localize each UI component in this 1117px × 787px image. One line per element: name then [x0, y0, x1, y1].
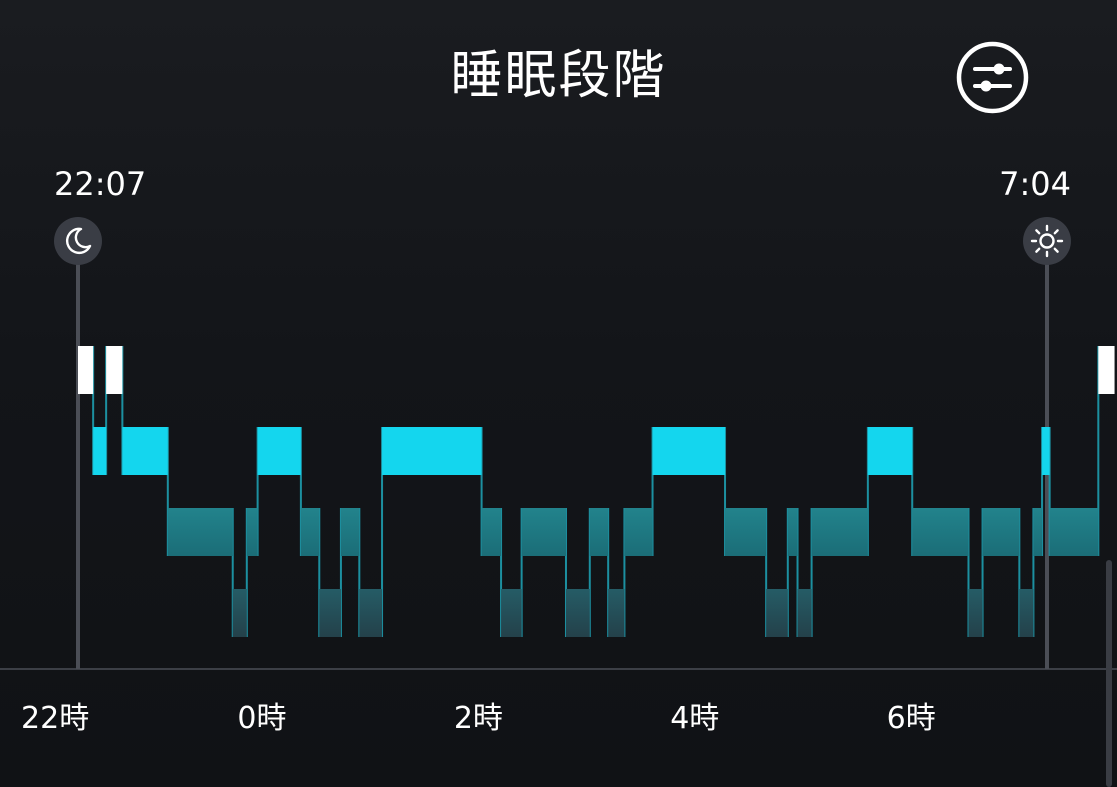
stage-transition [1048, 427, 1051, 556]
filter-button[interactable] [956, 41, 1029, 114]
stage-transition [1041, 427, 1044, 556]
stage-segment-light [481, 508, 502, 556]
stage-transition [92, 346, 95, 475]
stage-segment-light [167, 508, 233, 556]
stage-segment-deep [319, 589, 341, 637]
stage-transition [318, 508, 321, 637]
stage-segment-rem [382, 427, 482, 475]
stage-segment-deep [766, 589, 788, 637]
stage-transition [588, 508, 591, 637]
x-tick-label: 4時 [670, 701, 720, 736]
stage-segment-light [624, 508, 653, 556]
stage-segment-light [300, 508, 320, 556]
stage-segment-light [912, 508, 969, 556]
stage-segment-light [246, 508, 258, 556]
stage-transition [981, 508, 984, 637]
x-tick-label: 22時 [21, 701, 90, 736]
stage-transition [810, 508, 813, 637]
stage-transition [500, 508, 503, 637]
stage-segment-deep [501, 589, 522, 637]
stage-segment-rem [1042, 427, 1050, 475]
stage-transition [1018, 508, 1021, 637]
stage-segment-deep [608, 589, 625, 637]
stage-segment-deep [359, 589, 383, 637]
stage-transition [911, 427, 914, 556]
stage-segment-light [1033, 508, 1043, 556]
stage-transition [299, 427, 302, 556]
page-title: 睡眠段階 [450, 46, 667, 106]
stage-transition [1097, 346, 1100, 556]
stage-segment-awake [106, 346, 123, 394]
stage-segment-rem [122, 427, 168, 475]
stage-segment-light [725, 508, 767, 556]
stage-segment-rem [93, 427, 107, 475]
moon-icon [54, 217, 102, 265]
stage-transition [866, 427, 869, 556]
stage-transition [967, 508, 970, 637]
stage-segments [78, 346, 1115, 637]
x-tick-label: 6時 [886, 701, 936, 736]
stage-segment-deep [232, 589, 247, 637]
stage-transition [121, 346, 124, 475]
vertical-scrollbar[interactable] [1106, 560, 1112, 787]
stage-segment-deep [797, 589, 812, 637]
stage-transition [358, 508, 361, 637]
stage-segment-rem [652, 427, 726, 475]
wake-time: 7:04 [999, 165, 1071, 203]
stage-transition [651, 427, 654, 556]
stage-transition [245, 508, 248, 637]
stage-transition [166, 427, 169, 556]
stage-transition [1032, 508, 1035, 637]
stage-transition [724, 427, 727, 556]
stage-segment-deep [565, 589, 590, 637]
sun-icon [1023, 217, 1071, 265]
stage-transition [765, 508, 768, 637]
stage-segment-deep [1019, 589, 1034, 637]
stage-segment-light [787, 508, 798, 556]
stage-segment-awake [1098, 346, 1115, 394]
stage-transition [231, 508, 234, 637]
stage-transition [520, 508, 523, 637]
sleep-start-time: 22:07 [54, 165, 147, 203]
x-tick-label: 0時 [237, 701, 287, 736]
stage-segment-light [982, 508, 1020, 556]
stage-transition [796, 508, 799, 637]
sliders-icon [956, 41, 1029, 114]
stage-segment-light [811, 508, 868, 556]
stage-transition [564, 508, 567, 637]
stage-transition [607, 508, 610, 637]
stage-transition [480, 427, 483, 556]
stage-transition [786, 508, 789, 637]
stage-segment-light [521, 508, 566, 556]
stage-segment-light [589, 508, 609, 556]
stage-transition [623, 508, 626, 637]
stage-transition [256, 427, 259, 556]
stage-segment-light [340, 508, 360, 556]
stage-segment-light [1049, 508, 1099, 556]
stage-segment-rem [257, 427, 301, 475]
stage-transition [381, 427, 384, 637]
stage-segment-deep [968, 589, 983, 637]
stage-transition [339, 508, 342, 637]
stage-transition [105, 346, 108, 475]
stage-segment-rem [867, 427, 913, 475]
stage-segment-awake [78, 346, 94, 394]
x-tick-label: 2時 [453, 701, 503, 736]
